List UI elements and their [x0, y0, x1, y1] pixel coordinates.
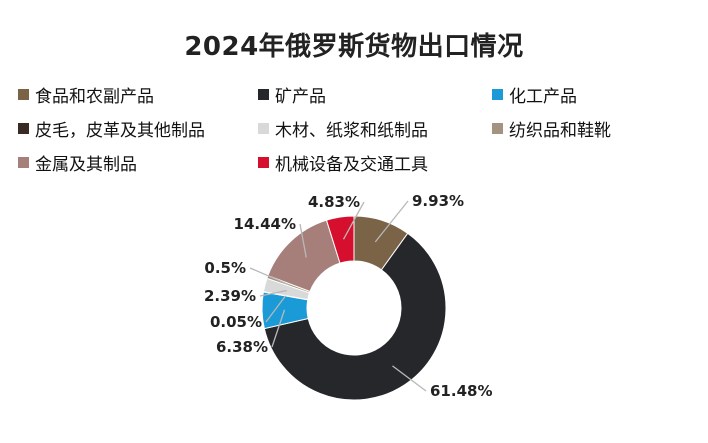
legend-swatch	[492, 123, 503, 134]
legend-swatch	[258, 123, 269, 134]
legend-swatch	[492, 89, 503, 100]
legend-item-chemicals: 化工产品	[492, 82, 577, 107]
legend-swatch	[18, 157, 29, 168]
legend-swatch	[258, 89, 269, 100]
data-label: 61.48%	[430, 382, 492, 400]
leader-line	[342, 201, 365, 240]
legend-item-textiles: 纺织品和鞋靴	[492, 116, 611, 141]
data-label: 14.44%	[234, 215, 296, 233]
legend-item-wood-paper: 木材、纸浆和纸制品	[258, 116, 428, 141]
legend-label: 食品和农副产品	[35, 87, 154, 107]
legend-label: 矿产品	[275, 87, 326, 107]
data-label: 0.5%	[204, 259, 246, 277]
leader-line	[249, 267, 289, 286]
legend-swatch	[18, 123, 29, 134]
legend-item-minerals: 矿产品	[258, 82, 326, 107]
legend-label: 金属及其制品	[35, 155, 137, 175]
data-label: 0.05%	[210, 313, 262, 331]
leader-line	[265, 295, 287, 323]
legend-label: 化工产品	[509, 87, 577, 107]
data-label: 9.93%	[412, 192, 464, 210]
donut-slice	[325, 215, 355, 264]
legend-label: 纺织品和鞋靴	[509, 121, 611, 141]
legend-item-metals: 金属及其制品	[18, 150, 137, 175]
legend-label: 木材、纸浆和纸制品	[275, 121, 428, 141]
leader-line	[271, 309, 286, 348]
leader-line	[299, 223, 307, 258]
legend-label: 机械设备及交通工具	[275, 155, 428, 175]
legend-item-food: 食品和农副产品	[18, 82, 154, 107]
chart-title: 2024年俄罗斯货物出口情况	[184, 32, 524, 62]
legend-label: 皮毛，皮革及其他制品	[35, 121, 205, 141]
legend-swatch	[258, 157, 269, 168]
legend-item-machinery: 机械设备及交通工具	[258, 150, 428, 175]
leader-line	[374, 200, 409, 243]
leader-line	[392, 365, 427, 392]
donut-slice	[263, 232, 447, 401]
legend-item-leather: 皮毛，皮革及其他制品	[18, 116, 205, 141]
legend-swatch	[18, 89, 29, 100]
data-label: 2.39%	[204, 287, 256, 305]
data-label: 4.83%	[308, 193, 360, 211]
leader-line	[259, 289, 287, 297]
data-label: 6.38%	[216, 338, 268, 356]
